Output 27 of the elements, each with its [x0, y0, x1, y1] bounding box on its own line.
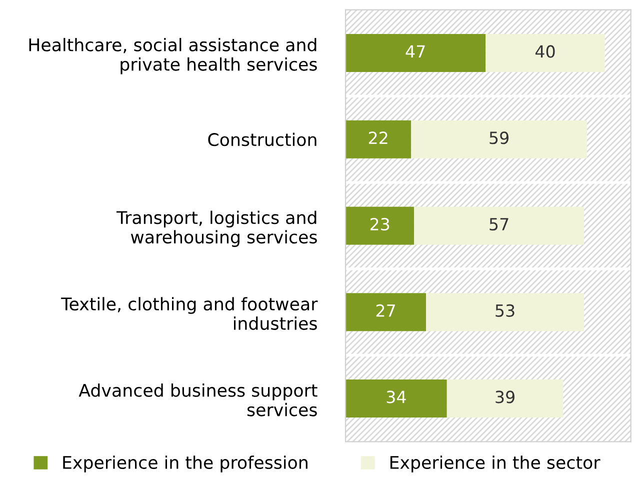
y-tick-label: Advanced business support services	[78, 383, 318, 416]
legend-label: Experience in the sector	[390, 456, 600, 472]
data-label: 59	[490, 132, 508, 144]
bar	[486, 34, 605, 72]
bar	[426, 293, 584, 332]
y-tick-label: Textile, clothing and footwear industries	[61, 297, 318, 330]
data-label: 57	[490, 218, 508, 231]
data-label: 53	[496, 304, 514, 317]
data-label: 22	[368, 132, 388, 144]
bar	[346, 34, 486, 72]
bar	[346, 206, 414, 245]
bar	[346, 120, 412, 158]
data-label: 23	[370, 218, 390, 231]
y-tick-label: Transport, logistics and warehousing services	[116, 210, 317, 247]
bar	[414, 206, 584, 245]
data-label: 39	[496, 390, 514, 404]
legend-label: Experience in the profession	[63, 456, 308, 472]
data-label: 27	[376, 304, 395, 317]
bar	[346, 379, 447, 418]
y-tick-label: Healthcare, social assistance and private health services	[29, 38, 317, 74]
y-tick-label: Construction	[208, 132, 316, 146]
bar	[446, 379, 564, 418]
data-label: 34	[386, 390, 406, 404]
data-label: 47	[406, 45, 425, 58]
data-label: 40	[535, 45, 555, 58]
bar	[411, 120, 588, 158]
bar	[346, 293, 426, 332]
